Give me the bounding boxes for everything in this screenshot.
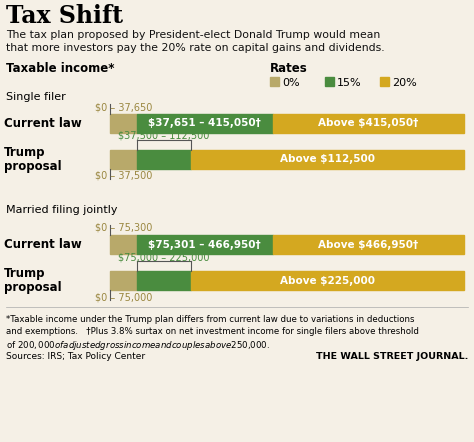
Bar <box>110 114 137 133</box>
Text: Current law: Current law <box>4 117 82 130</box>
Text: $0 – 37,650: $0 – 37,650 <box>95 102 152 112</box>
Text: Tax Shift: Tax Shift <box>6 4 123 28</box>
Text: *Taxable income under the Trump plan differs from current law due to variations : *Taxable income under the Trump plan dif… <box>6 315 414 324</box>
Bar <box>137 114 273 133</box>
Text: $0 – 37,500: $0 – 37,500 <box>95 171 152 181</box>
Text: Trump
proposal: Trump proposal <box>4 146 62 173</box>
Bar <box>137 271 191 290</box>
Text: 0%: 0% <box>282 78 300 88</box>
Text: Sources: IRS; Tax Policy Center: Sources: IRS; Tax Policy Center <box>6 352 145 361</box>
Bar <box>380 77 389 86</box>
Bar <box>273 235 464 254</box>
Text: 15%: 15% <box>337 78 362 88</box>
Text: Trump
proposal: Trump proposal <box>4 267 62 294</box>
Bar <box>137 150 191 169</box>
Text: The tax plan proposed by President-elect Donald Trump would mean: The tax plan proposed by President-elect… <box>6 30 380 40</box>
Text: THE WALL STREET JOURNAL.: THE WALL STREET JOURNAL. <box>316 352 468 361</box>
Text: Above $225,000: Above $225,000 <box>280 275 375 286</box>
Text: of $200,000 of adjusted gross income and couples above $250,000.: of $200,000 of adjusted gross income and… <box>6 339 270 352</box>
Bar <box>137 235 273 254</box>
Text: that more investors pay the 20% rate on capital gains and dividends.: that more investors pay the 20% rate on … <box>6 43 384 53</box>
Bar <box>191 150 464 169</box>
Text: and exemptions.   †Plus 3.8% surtax on net investment income for single filers a: and exemptions. †Plus 3.8% surtax on net… <box>6 327 419 336</box>
Bar <box>325 77 334 86</box>
Text: $0 – 75,300: $0 – 75,300 <box>95 223 152 233</box>
Text: $0 – 75,000: $0 – 75,000 <box>95 292 152 302</box>
Text: $75,000 – 225,000: $75,000 – 225,000 <box>118 252 210 262</box>
Text: Taxable income*: Taxable income* <box>6 62 115 75</box>
Text: Above $112,500: Above $112,500 <box>280 155 375 164</box>
Bar <box>270 77 279 86</box>
Text: $37,500 – 112,500: $37,500 – 112,500 <box>118 131 210 141</box>
Bar <box>110 235 137 254</box>
Text: $75,301 – 466,950†: $75,301 – 466,950† <box>148 240 261 249</box>
Text: Single filer: Single filer <box>6 92 66 102</box>
Text: Above $466,950†: Above $466,950† <box>319 240 419 249</box>
Text: 20%: 20% <box>392 78 417 88</box>
Text: Above $415,050†: Above $415,050† <box>319 118 419 129</box>
Text: Current law: Current law <box>4 238 82 251</box>
Text: Married filing jointly: Married filing jointly <box>6 205 118 215</box>
Text: Rates: Rates <box>270 62 308 75</box>
Bar <box>191 271 464 290</box>
Bar <box>110 271 137 290</box>
Bar <box>110 150 137 169</box>
Text: $37,651 – 415,050†: $37,651 – 415,050† <box>148 118 261 129</box>
Bar <box>273 114 464 133</box>
